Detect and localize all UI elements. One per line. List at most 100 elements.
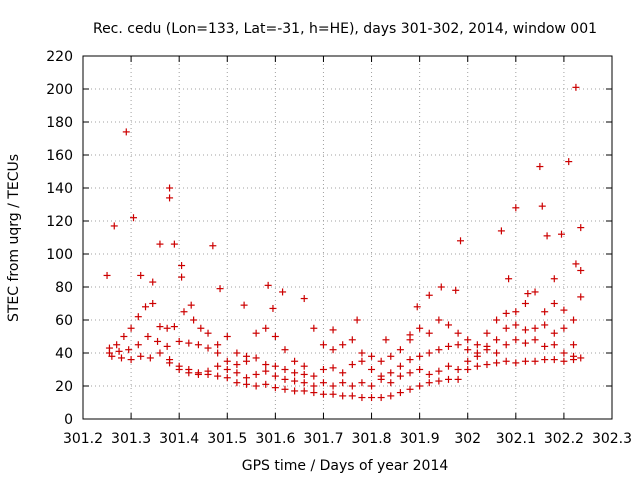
y-tick-label: 40: [55, 346, 73, 362]
data-point: [262, 380, 270, 388]
data-point: [103, 271, 111, 279]
data-point: [348, 382, 356, 390]
data-point: [396, 362, 404, 370]
data-point: [339, 379, 347, 387]
data-point: [190, 316, 198, 324]
data-point: [223, 374, 231, 382]
data-point: [240, 301, 248, 309]
data-point: [358, 394, 366, 402]
data-point: [204, 370, 212, 378]
x-tick-label: 301.2: [63, 431, 103, 447]
data-point: [127, 324, 135, 332]
data-point: [577, 354, 585, 362]
data-point: [425, 291, 433, 299]
data-point: [550, 341, 558, 349]
data-point: [512, 336, 520, 344]
data-point: [209, 242, 217, 250]
data-point: [493, 349, 501, 357]
data-point: [387, 352, 395, 360]
data-point: [416, 352, 424, 360]
y-tick-label: 0: [64, 412, 73, 428]
data-point: [329, 364, 337, 372]
data-point: [531, 336, 539, 344]
data-point: [368, 366, 376, 373]
axis-ticks: [82, 55, 613, 420]
data-point: [536, 163, 544, 171]
data-point: [512, 321, 520, 329]
data-point: [435, 367, 443, 375]
y-tick-label: 160: [46, 148, 73, 164]
data-point: [300, 370, 308, 378]
data-point: [413, 303, 421, 311]
data-point: [406, 385, 414, 393]
data-point: [550, 329, 558, 337]
data-point: [329, 390, 337, 398]
data-point: [483, 346, 491, 354]
data-point: [310, 389, 318, 397]
data-point: [531, 357, 539, 365]
data-point: [262, 361, 270, 369]
data-point: [137, 271, 145, 279]
data-point: [300, 295, 308, 303]
data-point: [541, 321, 549, 329]
data-point: [560, 349, 568, 357]
data-point: [252, 382, 260, 390]
data-point: [291, 369, 299, 377]
data-point: [560, 306, 568, 314]
y-tick-label: 140: [46, 181, 73, 197]
data-point: [271, 333, 279, 340]
data-point: [473, 362, 481, 370]
data-point: [560, 357, 568, 365]
data-point: [166, 359, 174, 367]
y-tick-label: 60: [55, 313, 73, 329]
y-tick-label: 20: [55, 379, 73, 395]
data-point: [543, 232, 551, 240]
data-point: [319, 366, 327, 373]
data-point: [129, 214, 137, 222]
data-point: [180, 308, 188, 316]
data-point: [204, 344, 212, 352]
x-tick-label: 301.7: [303, 431, 343, 447]
data-point: [300, 379, 308, 387]
data-point: [377, 357, 385, 365]
data-point: [166, 194, 174, 202]
data-point: [348, 361, 356, 369]
data-point: [521, 300, 529, 307]
data-point: [137, 352, 145, 360]
data-point: [108, 352, 116, 360]
data-point: [262, 324, 270, 332]
data-point: [194, 341, 202, 349]
data-point: [538, 202, 546, 210]
x-axis-label: GPS time / Days of year 2014: [242, 458, 449, 474]
x-tick-labels: 301.2 301.3 301.4 301.5 301.6 301.7 301.8 301.9…: [63, 431, 632, 447]
data-point: [223, 357, 231, 365]
data-point: [319, 390, 327, 398]
data-point: [319, 379, 327, 387]
data-point: [178, 262, 186, 270]
data-point: [387, 379, 395, 387]
data-point: [531, 288, 539, 296]
data-point: [483, 329, 491, 337]
data-point: [163, 342, 171, 350]
data-point: [156, 323, 164, 331]
data-point: [577, 224, 585, 232]
data-point: [166, 184, 174, 192]
data-point: [473, 352, 481, 360]
data-point: [377, 394, 385, 402]
data-point: [502, 341, 510, 349]
data-point: [454, 329, 462, 337]
data-point: [396, 372, 404, 380]
data-point: [464, 346, 472, 354]
x-tick-label: 301.5: [207, 431, 247, 447]
data-point: [493, 316, 501, 324]
x-tick-label: 302.2: [544, 431, 584, 447]
data-point: [464, 336, 472, 344]
data-point: [425, 349, 433, 357]
data-point: [134, 313, 142, 321]
data-point: [170, 323, 178, 331]
data-point: [444, 321, 452, 329]
data-point: [444, 362, 452, 370]
data-point: [570, 341, 578, 349]
data-point: [565, 158, 573, 166]
chart-title: Rec. cedu (Lon=133, Lat=-31, h=HE), days…: [93, 21, 597, 37]
